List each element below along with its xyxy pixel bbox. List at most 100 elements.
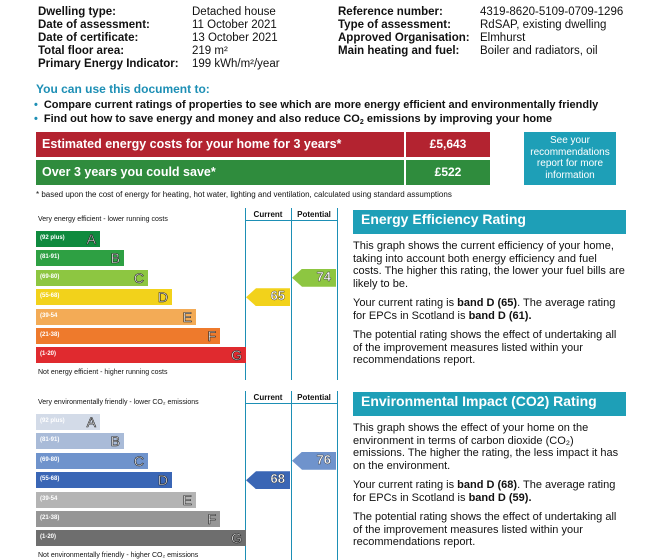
rating-band-d: (55-68) D xyxy=(36,289,172,305)
band-range: (69-80) xyxy=(40,456,60,463)
dwelling-type-label: Dwelling type: xyxy=(38,6,116,18)
band-letter: A xyxy=(86,414,96,431)
energy-efficiency-chart: Current Potential Very energy efficient - … xyxy=(34,208,338,380)
chart-top-caption: Very energy efficient - lower running co… xyxy=(38,216,168,223)
date-assessment-value: 11 October 2021 xyxy=(192,19,277,31)
eer-current-rating: Your current rating is band D (65). The … xyxy=(353,297,616,322)
chart-bottom-caption: Not energy efficient - higher running co… xyxy=(38,368,168,376)
rating-band-c: (69-80) C xyxy=(36,269,148,286)
band-letter: B xyxy=(110,250,120,267)
band-letter: E xyxy=(182,491,192,508)
table-row: Estimated energy costs for your home for… xyxy=(36,132,490,157)
rating-band-g: (1-20) G xyxy=(36,530,246,547)
band-letter: G xyxy=(231,347,242,364)
current-rating-arrow-value: 65 xyxy=(270,288,285,304)
rating-band-a: (92 plus) A xyxy=(36,414,100,430)
band-letter: C xyxy=(133,452,145,469)
bullet-icon: • xyxy=(34,99,38,111)
estimated-costs-value: £5,643 xyxy=(406,132,490,157)
band-range: (69-80) xyxy=(40,273,60,280)
band-letter: B xyxy=(110,433,120,450)
chart-header-divider xyxy=(245,220,337,221)
heating-value: Boiler and radiators, oil xyxy=(480,45,598,57)
current-column-header: Current xyxy=(253,210,283,219)
eir-current-rating: Your current rating is band D (68). The … xyxy=(353,479,616,504)
current-rating-arrow: 65 xyxy=(246,288,290,307)
rating-band-d: (55-68) D xyxy=(36,472,172,488)
potential-rating-arrow-value: 74 xyxy=(316,268,331,284)
reference-label: Reference number: xyxy=(338,6,443,18)
current-column-header: Current xyxy=(253,393,283,402)
band-range: (39-54 xyxy=(40,312,58,319)
potential-column-header: Potential xyxy=(297,393,331,402)
rating-band-f: (21-38) F xyxy=(36,328,220,344)
table-row: Over 3 years you could save* £522 xyxy=(36,160,490,185)
rating-band-c: (69-80) C xyxy=(36,452,148,469)
band-letter: C xyxy=(133,269,145,286)
rating-band-a: (92 plus) A xyxy=(36,231,100,247)
rating-band-e: (39-54 E xyxy=(36,491,196,508)
current-rating-arrow: 68 xyxy=(246,471,290,490)
dwelling-type-value: Detached house xyxy=(192,6,276,18)
chart-bottom-caption: Not environmentally friendly - higher CO… xyxy=(38,551,199,559)
band-letter: A xyxy=(86,231,96,248)
heating-label: Main heating and fuel: xyxy=(338,45,460,57)
band-range: (81-91) xyxy=(40,437,60,444)
band-letter: E xyxy=(182,308,192,325)
use-document-heading: You can use this document to: xyxy=(36,82,210,96)
savings-value: £522 xyxy=(406,160,490,185)
chart-column-divider xyxy=(337,391,338,560)
energy-efficiency-title: Energy Efficiency Rating xyxy=(353,210,626,234)
band-letter: D xyxy=(157,472,169,489)
band-range: (55-68) xyxy=(40,293,60,300)
floor-area-value: 219 m² xyxy=(192,45,228,57)
floor-area-label: Total floor area: xyxy=(38,45,125,57)
environmental-impact-title: Environmental Impact (CO2) Rating xyxy=(353,392,626,416)
rating-band-b: (81-91) B xyxy=(36,433,124,450)
band-letter: F xyxy=(207,511,216,528)
current-rating-arrow-value: 68 xyxy=(270,471,285,487)
band-range: (92 plus) xyxy=(40,235,65,241)
savings-label: Over 3 years you could save* xyxy=(36,160,404,185)
environmental-impact-chart: Current Potential Very environmentally fri… xyxy=(34,391,338,560)
chart-top-caption: Very environmentally friendly - lower CO… xyxy=(38,399,199,406)
eir-description: This graph shows the effect of your home… xyxy=(353,422,619,472)
chart-column-divider xyxy=(337,208,338,380)
rating-band-g: (1-20) G xyxy=(36,347,246,364)
band-range: (1-20) xyxy=(40,351,57,358)
band-range: (92 plus) xyxy=(40,418,65,424)
rating-band-b: (81-91) B xyxy=(36,250,124,267)
list-item: • Find out how to save energy and money a… xyxy=(34,113,553,126)
bullet-icon: • xyxy=(34,113,38,125)
eer-potential-note: The potential rating shows the effect of… xyxy=(353,329,617,366)
estimated-costs-label: Estimated energy costs for your home for… xyxy=(36,132,404,157)
chart-column-divider xyxy=(245,391,246,560)
date-certificate-label: Date of certificate: xyxy=(38,32,139,44)
environmental-impact-info: Environmental Impact (CO2) Rating This g… xyxy=(353,392,626,549)
potential-rating-arrow-value: 76 xyxy=(316,451,331,467)
potential-rating-arrow: 76 xyxy=(292,451,336,470)
band-range: (81-91) xyxy=(40,254,60,261)
band-letter: F xyxy=(207,328,216,345)
chart-header-divider xyxy=(245,403,337,404)
list-item: • Compare current ratings of properties t… xyxy=(34,99,599,111)
organisation-value: Elmhurst xyxy=(480,32,526,44)
rating-band-f: (21-38) F xyxy=(36,511,220,527)
recommendations-report-link[interactable]: See your recommendations report for more… xyxy=(524,132,616,185)
energy-efficiency-info: Energy Efficiency Rating This graph show… xyxy=(353,210,626,367)
band-range: (21-38) xyxy=(40,332,60,338)
pei-label: Primary Energy Indicator: xyxy=(38,58,179,70)
band-letter: D xyxy=(157,289,169,306)
rating-band-e: (39-54 E xyxy=(36,308,196,325)
energy-costs-table: Estimated energy costs for your home for… xyxy=(36,132,616,185)
assessment-type-label: Type of assessment: xyxy=(338,19,451,31)
eir-potential-note: The potential rating shows the effect of… xyxy=(353,511,617,548)
chart-column-divider xyxy=(245,208,246,380)
eer-description: This graph shows the current efficiency … xyxy=(353,240,625,290)
band-letter: G xyxy=(231,530,242,547)
date-certificate-value: 13 October 2021 xyxy=(192,32,278,44)
assessment-type-value: RdSAP, existing dwelling xyxy=(480,19,607,31)
potential-column-header: Potential xyxy=(297,210,331,219)
date-assessment-label: Date of assessment: xyxy=(38,19,150,31)
potential-rating-arrow: 74 xyxy=(292,268,336,287)
